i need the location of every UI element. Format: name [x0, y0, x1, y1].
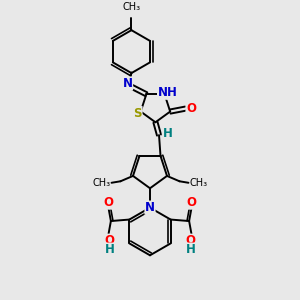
Text: S: S — [134, 106, 142, 119]
Text: H: H — [186, 243, 196, 256]
Text: H: H — [104, 243, 114, 256]
Text: CH₃: CH₃ — [190, 178, 208, 188]
Text: N: N — [123, 77, 133, 90]
Text: O: O — [186, 234, 196, 247]
Text: H: H — [162, 127, 172, 140]
Text: O: O — [186, 102, 196, 115]
Text: CH₃: CH₃ — [122, 2, 140, 12]
Text: O: O — [187, 196, 196, 209]
Text: N: N — [145, 201, 155, 214]
Text: O: O — [104, 234, 114, 247]
Text: NH: NH — [158, 86, 178, 99]
Text: CH₃: CH₃ — [92, 178, 110, 188]
Text: O: O — [103, 196, 113, 209]
